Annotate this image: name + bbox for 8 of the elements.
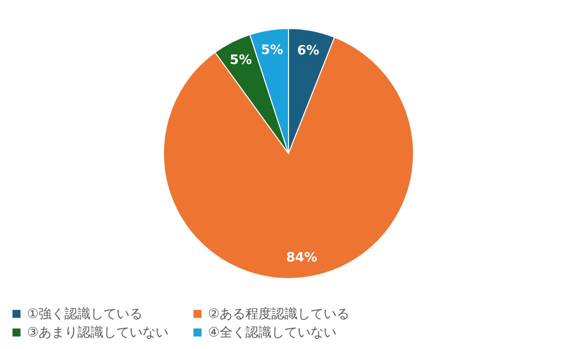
data-label: 84%	[286, 250, 318, 266]
data-label: 5%	[261, 42, 284, 58]
legend-label: ①強く認識している	[27, 306, 143, 322]
data-label: 5%	[230, 52, 252, 68]
legend-label: ③あまり認識していない	[27, 326, 169, 340]
legend-label: ④全く認識していない	[208, 326, 337, 340]
legend-label: ②ある程度認識している	[208, 306, 350, 322]
data-label: 6%	[297, 43, 320, 58]
